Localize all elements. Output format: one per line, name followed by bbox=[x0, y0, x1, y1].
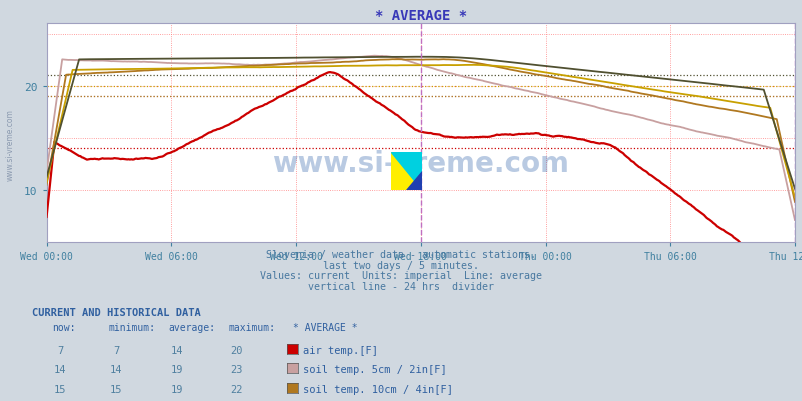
Text: soil temp. 5cm / 2in[F]: soil temp. 5cm / 2in[F] bbox=[302, 365, 446, 374]
Text: maximum:: maximum: bbox=[229, 322, 276, 332]
Polygon shape bbox=[391, 152, 421, 190]
Text: last two days / 5 minutes.: last two days / 5 minutes. bbox=[323, 260, 479, 270]
Text: vertical line - 24 hrs  divider: vertical line - 24 hrs divider bbox=[308, 281, 494, 291]
Text: www.si-vreme.com: www.si-vreme.com bbox=[272, 150, 569, 178]
Text: 7: 7 bbox=[57, 345, 63, 354]
Text: 20: 20 bbox=[230, 345, 243, 354]
Text: 14: 14 bbox=[110, 365, 123, 374]
Text: 22: 22 bbox=[230, 384, 243, 394]
Text: 7: 7 bbox=[113, 345, 119, 354]
Text: 14: 14 bbox=[54, 365, 67, 374]
Text: CURRENT AND HISTORICAL DATA: CURRENT AND HISTORICAL DATA bbox=[32, 307, 200, 317]
Text: 14: 14 bbox=[170, 345, 183, 354]
Polygon shape bbox=[391, 152, 421, 190]
Text: www.si-vreme.com: www.si-vreme.com bbox=[6, 109, 15, 180]
Polygon shape bbox=[406, 172, 421, 190]
Text: now:: now: bbox=[52, 322, 75, 332]
Text: Slovenia / weather data - automatic stations.: Slovenia / weather data - automatic stat… bbox=[266, 249, 536, 259]
Text: 15: 15 bbox=[110, 384, 123, 394]
Text: * AVERAGE *: * AVERAGE * bbox=[293, 322, 357, 332]
Title: * AVERAGE *: * AVERAGE * bbox=[375, 9, 466, 23]
Text: average:: average: bbox=[168, 322, 216, 332]
Text: 19: 19 bbox=[170, 384, 183, 394]
Text: 15: 15 bbox=[54, 384, 67, 394]
Text: Values: current  Units: imperial  Line: average: Values: current Units: imperial Line: av… bbox=[260, 271, 542, 281]
Text: soil temp. 10cm / 4in[F]: soil temp. 10cm / 4in[F] bbox=[302, 384, 452, 394]
Text: 19: 19 bbox=[170, 365, 183, 374]
Text: minimum:: minimum: bbox=[108, 322, 156, 332]
Text: 23: 23 bbox=[230, 365, 243, 374]
Text: air temp.[F]: air temp.[F] bbox=[302, 345, 377, 354]
